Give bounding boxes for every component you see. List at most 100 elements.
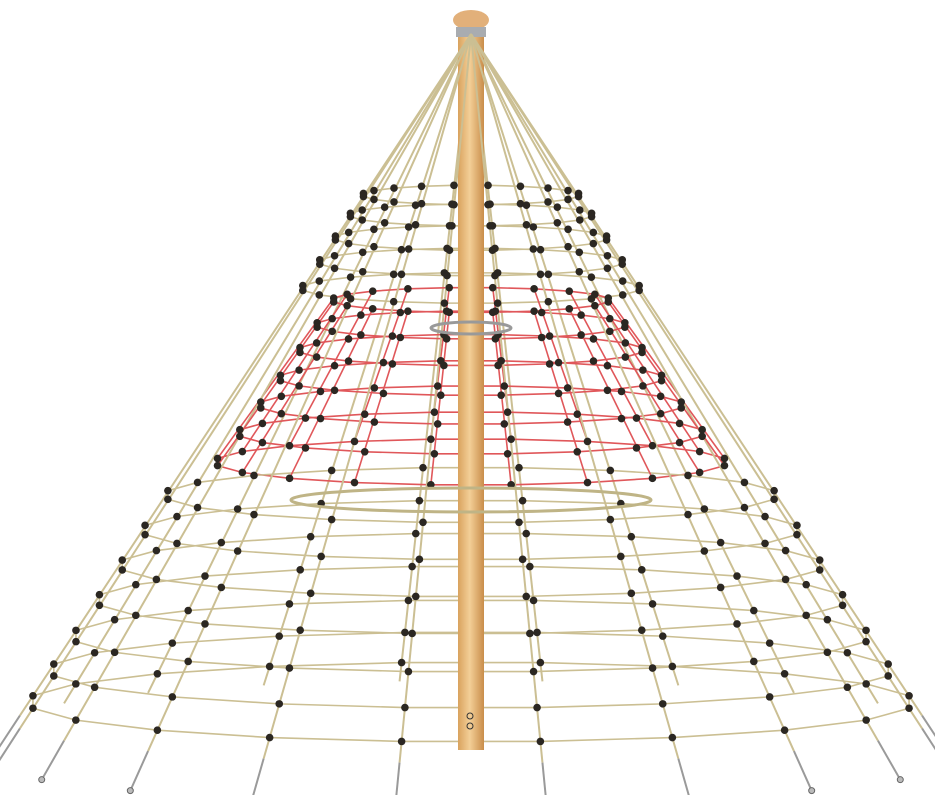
knot <box>530 223 538 231</box>
anchor-cable <box>130 751 148 791</box>
knot <box>628 590 636 598</box>
knot <box>370 187 378 195</box>
knot <box>370 243 378 251</box>
knot <box>313 323 321 331</box>
knot <box>659 700 667 708</box>
knot <box>405 245 413 253</box>
knot <box>492 307 500 315</box>
knot <box>317 388 325 396</box>
knot <box>555 359 563 367</box>
knot <box>405 597 413 605</box>
anchor <box>127 788 133 794</box>
knot <box>617 553 625 561</box>
knot <box>575 248 583 256</box>
knot <box>448 200 456 208</box>
knot <box>519 556 527 564</box>
knot <box>450 182 458 190</box>
knot <box>361 448 369 456</box>
knot <box>234 547 242 555</box>
knot <box>584 438 592 446</box>
knot <box>698 426 706 434</box>
knot <box>286 664 294 672</box>
knot <box>390 184 398 192</box>
knot <box>622 339 630 347</box>
knot <box>412 201 420 209</box>
knot <box>564 384 572 392</box>
knot <box>50 660 58 668</box>
knot <box>575 190 583 198</box>
knot <box>236 426 244 434</box>
knot <box>515 464 523 472</box>
knot <box>405 223 413 231</box>
knot <box>404 307 412 315</box>
knot <box>862 627 870 635</box>
knot <box>434 382 442 390</box>
anchor-cable <box>396 763 400 795</box>
anchor-cable <box>678 759 689 795</box>
knot <box>522 530 530 538</box>
knot <box>500 382 508 390</box>
knot <box>638 566 646 574</box>
knot <box>347 273 355 281</box>
knot <box>766 639 774 647</box>
knot <box>169 639 177 647</box>
knot <box>590 240 598 248</box>
knot <box>132 581 140 589</box>
knot <box>538 334 546 342</box>
knot <box>313 353 321 361</box>
knot <box>750 607 758 615</box>
knot <box>358 216 366 224</box>
knot <box>277 377 285 385</box>
radial-rope <box>148 34 471 751</box>
knot <box>750 658 758 666</box>
knot <box>317 415 325 423</box>
knot <box>717 539 725 547</box>
knot <box>351 479 359 487</box>
knot <box>530 245 538 253</box>
knot <box>441 299 449 307</box>
knot <box>607 516 615 524</box>
knot <box>218 584 226 592</box>
knot <box>398 246 406 254</box>
knot <box>381 219 389 227</box>
knot <box>577 331 585 339</box>
knot <box>530 668 538 676</box>
knot <box>345 335 353 343</box>
knot <box>91 683 99 691</box>
knot <box>659 632 667 640</box>
knot <box>266 663 274 671</box>
knot <box>884 672 892 680</box>
knot <box>371 384 379 392</box>
knot <box>504 408 512 416</box>
knot <box>554 203 562 211</box>
knot <box>418 182 426 190</box>
knot <box>575 268 583 276</box>
knot <box>533 629 541 637</box>
knot <box>331 252 339 260</box>
knot <box>259 439 267 447</box>
knot <box>500 420 508 428</box>
knot <box>266 734 274 742</box>
knot <box>164 496 172 504</box>
knot <box>154 670 162 678</box>
anchor-cable <box>0 728 20 766</box>
knot <box>316 260 324 268</box>
knot <box>638 344 646 352</box>
radial-rope <box>471 34 794 751</box>
knot <box>369 287 377 295</box>
knot <box>619 291 627 299</box>
knot <box>111 649 119 657</box>
knot <box>544 184 552 192</box>
knot <box>96 591 104 599</box>
knot <box>844 683 852 691</box>
knot <box>431 408 439 416</box>
knot <box>839 591 847 599</box>
page: {} html, body { margin: 0; padding: 0; b… <box>0 0 935 795</box>
knot <box>275 632 283 640</box>
knot <box>50 672 58 680</box>
knot <box>677 398 685 406</box>
knot <box>416 556 424 564</box>
knot <box>419 518 427 526</box>
anchor <box>809 788 815 794</box>
knot <box>494 269 502 277</box>
